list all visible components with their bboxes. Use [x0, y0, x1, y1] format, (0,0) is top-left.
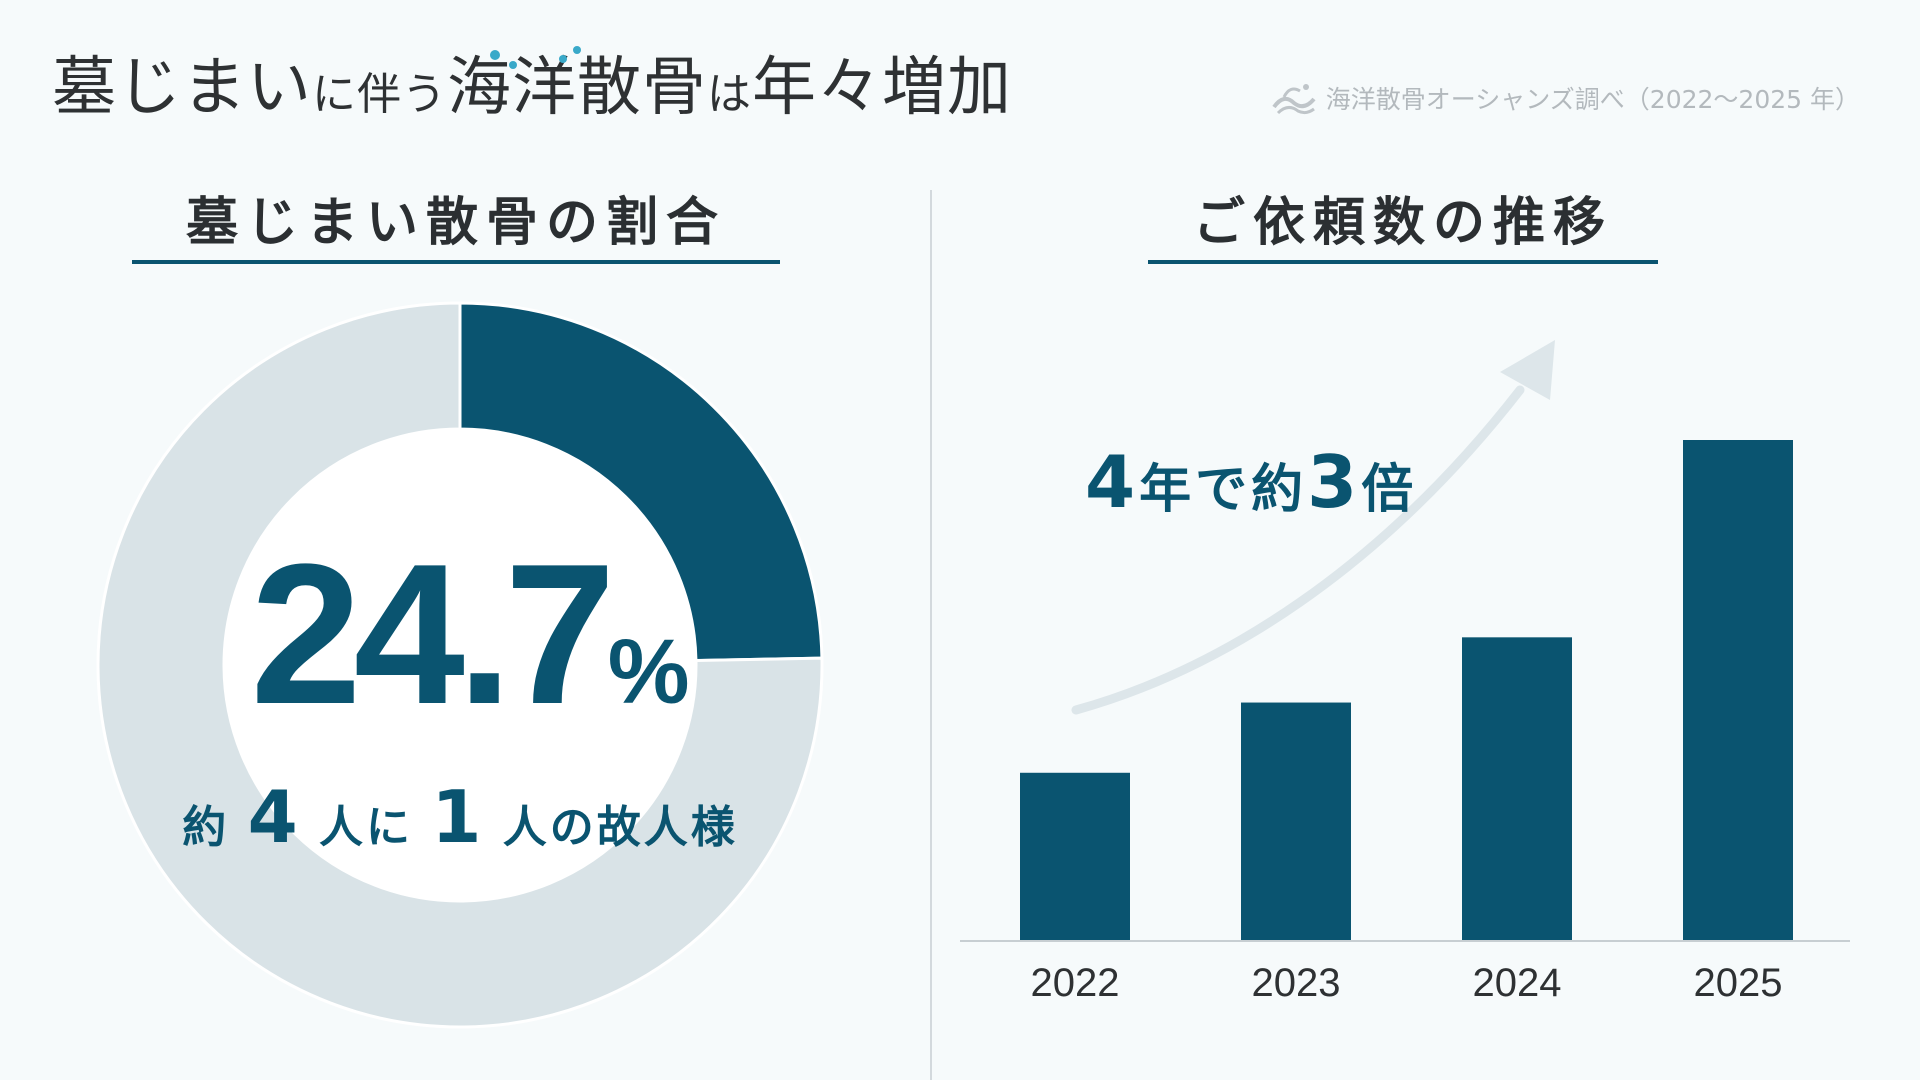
- donut-slice-0: [458, 301, 824, 663]
- bar-chart: 2022 2023 2024 2025: [960, 340, 1850, 1005]
- growth-arrow-icon: [1071, 340, 1555, 715]
- donut-subtitle: 約 4 人に 1 人の故人様: [160, 775, 760, 859]
- right-title-underline: [1148, 260, 1658, 264]
- sub-num-1: 4: [247, 775, 301, 859]
- donut-chart: [96, 301, 824, 1029]
- title-bubble-icon: [490, 46, 581, 69]
- title-part-5: 年々増加: [752, 51, 1012, 125]
- title-part-3: 海洋散骨: [447, 51, 707, 125]
- growth-label: 4年で約3倍: [1085, 440, 1417, 524]
- growth-num-1: 4: [1085, 440, 1140, 524]
- growth-num-2: 3: [1307, 440, 1362, 524]
- source-credit: 海洋散骨オーシャンズ調べ（2022〜2025 年）: [1270, 80, 1860, 116]
- x-tick-label: 2025: [1694, 961, 1783, 1005]
- main-title: 墓じまいに伴う海洋散骨は年々増加: [52, 36, 1012, 128]
- wave-logo-icon: [1272, 84, 1316, 115]
- sub-prefix: 約: [182, 802, 230, 853]
- bar-2023: [1241, 702, 1351, 940]
- title-part-2: に伴う: [312, 69, 447, 120]
- donut-hole: [225, 430, 695, 900]
- bar-2024: [1462, 637, 1572, 940]
- percent-value: 24.7: [250, 523, 615, 746]
- donut-slice-1: [96, 301, 824, 1029]
- bar-2025: [1683, 440, 1793, 940]
- panel-divider: [930, 190, 932, 1080]
- growth-text-1: 年で約: [1139, 460, 1308, 520]
- x-tick-label: 2024: [1473, 961, 1562, 1005]
- title-part-1: 墓じまい: [52, 51, 312, 125]
- growth-text-2: 倍: [1361, 460, 1418, 520]
- sub-suffix: 人の故人様: [502, 802, 738, 853]
- left-panel-title: 墓じまい散骨の割合: [185, 193, 726, 253]
- right-panel-title: ご依頼数の推移: [1192, 193, 1613, 253]
- sub-mid: 人に: [319, 802, 413, 853]
- source-text: 海洋散骨オーシャンズ調べ（2022〜2025 年）: [1325, 85, 1860, 114]
- title-part-4: は: [707, 69, 752, 120]
- left-title-underline: [132, 260, 780, 264]
- bar-2022: [1020, 772, 1130, 940]
- percent-unit: %: [607, 621, 690, 723]
- percent-display: 24.7%: [250, 535, 690, 735]
- sub-num-2: 1: [431, 775, 485, 859]
- x-tick-label: 2023: [1252, 961, 1341, 1005]
- x-tick-label: 2022: [1031, 961, 1120, 1005]
